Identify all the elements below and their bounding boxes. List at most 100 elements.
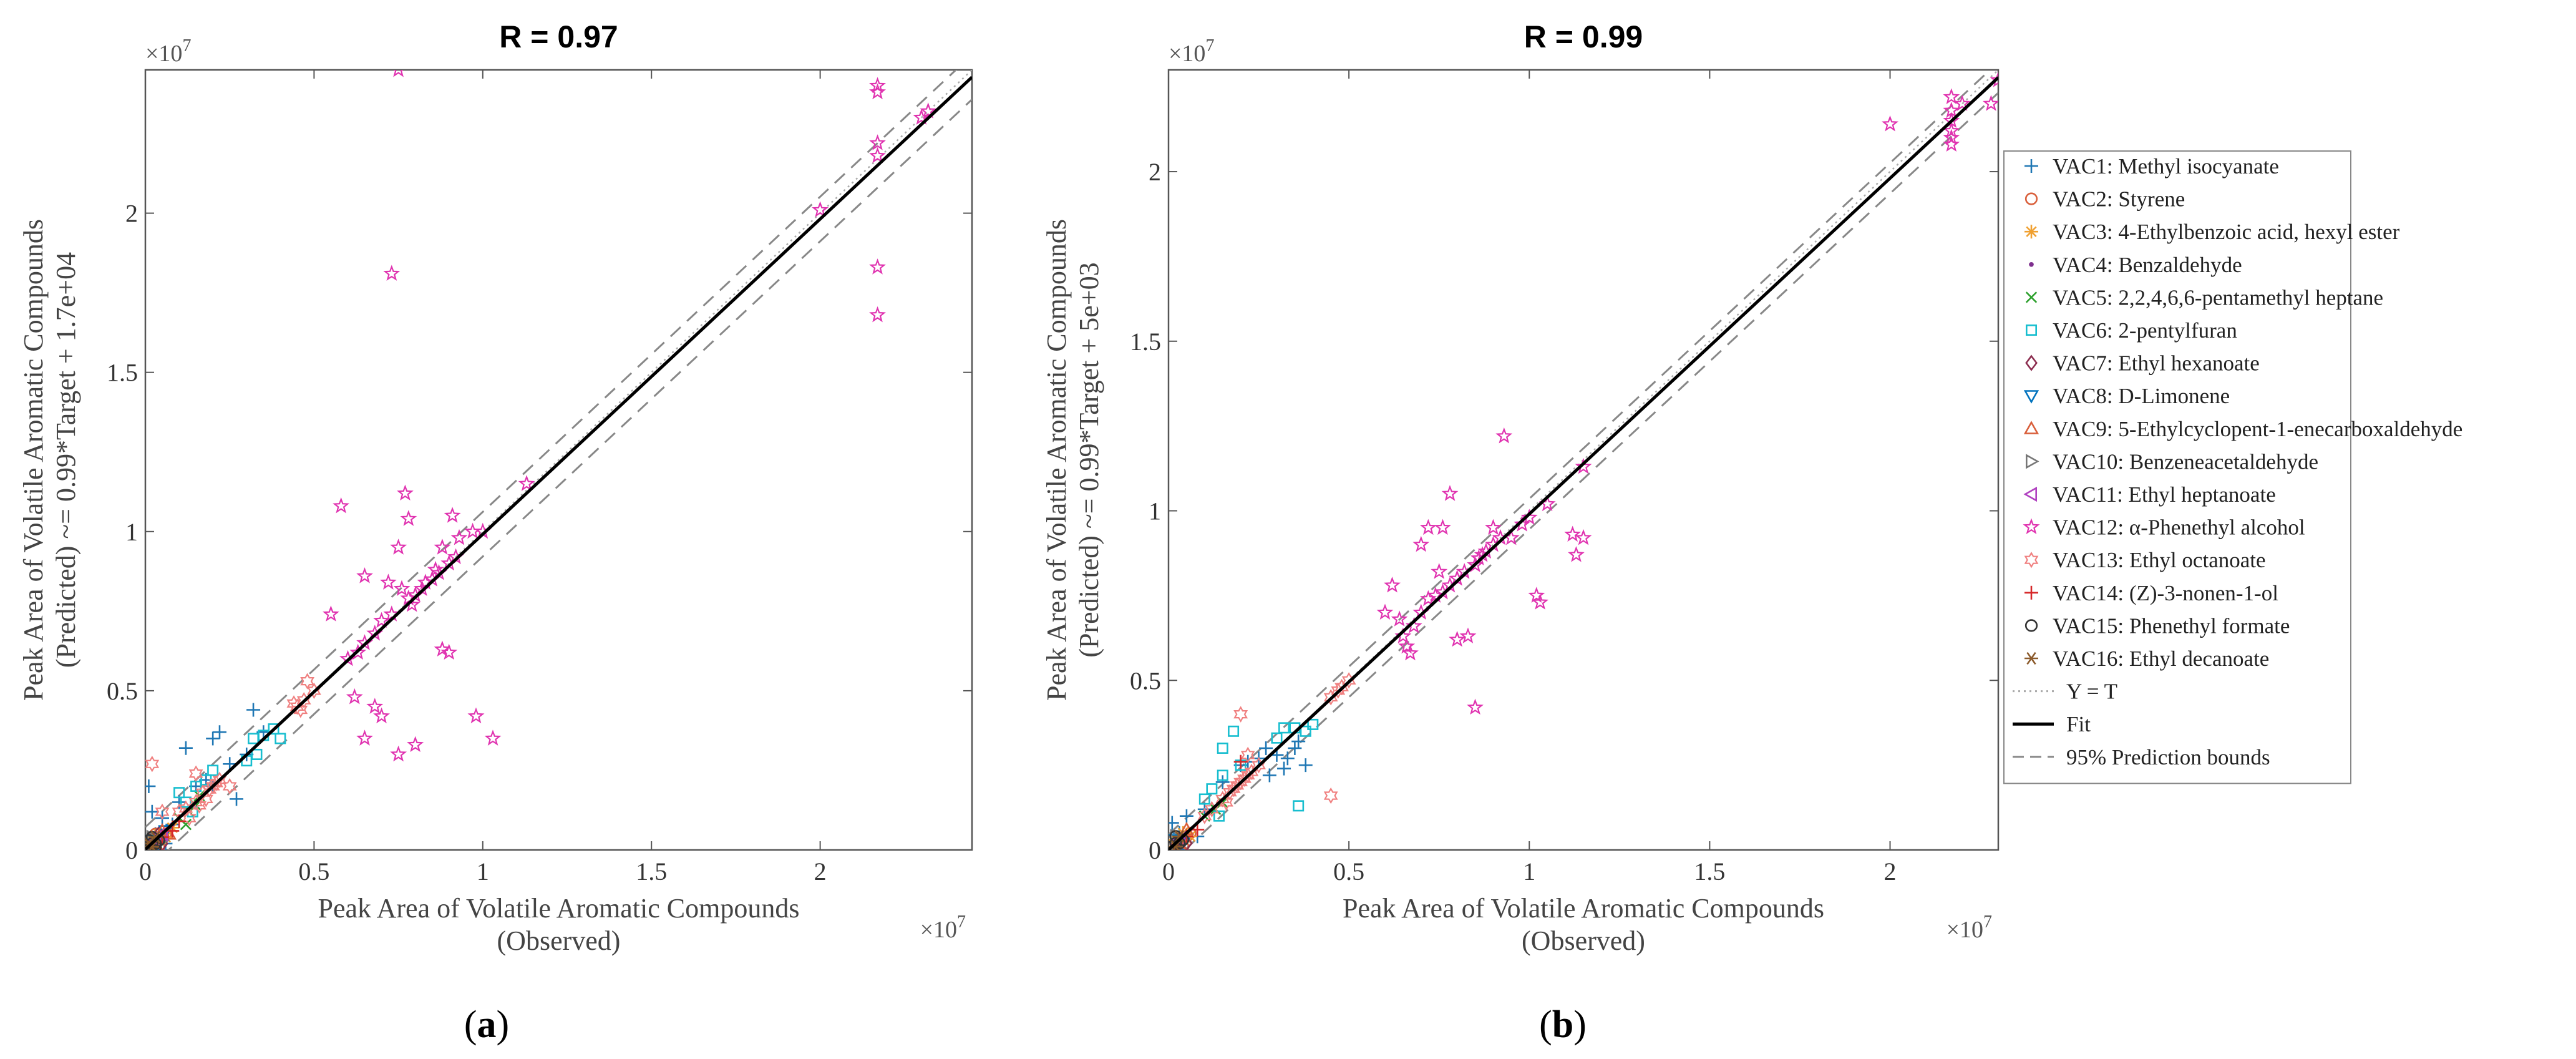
data-point	[1376, 603, 1394, 620]
data-point	[1233, 706, 1248, 723]
upper-prediction-bound	[1169, 70, 1992, 836]
series-vac13	[145, 673, 321, 827]
legend-entry: 95% Prediction bounds	[2066, 745, 2270, 769]
data-point	[812, 201, 829, 217]
data-point	[1520, 509, 1538, 525]
data-point	[1198, 793, 1210, 805]
data-point	[393, 580, 411, 597]
data-point	[1217, 769, 1228, 781]
legend-entry: VAC12: α-Phenethyl alcohol	[2053, 515, 2305, 540]
y-equals-t-line	[145, 70, 972, 850]
legend-marker	[2026, 454, 2039, 469]
data-point	[1467, 698, 1484, 715]
data-point	[869, 77, 886, 93]
legend-entry: VAC1: Methyl isocyanate	[2053, 154, 2279, 178]
data-point	[869, 258, 886, 275]
data-point	[1434, 519, 1451, 535]
x-axis-label-line2: (Observed)	[1522, 925, 1645, 956]
legend-marker	[2026, 324, 2038, 336]
data-point	[1169, 816, 1179, 830]
data-point	[1532, 593, 1549, 610]
legend-entry: VAC9: 5-Ethylcyclopent-1-enecarboxaldehy…	[2053, 417, 2462, 441]
data-point	[1280, 751, 1295, 766]
x-axis-label: Peak Area of Volatile Aromatic Compounds	[318, 893, 800, 924]
data-point	[1213, 810, 1225, 822]
data-point	[379, 573, 397, 590]
data-point	[1384, 576, 1401, 593]
x-tick-label: 0.5	[298, 857, 329, 886]
data-point	[417, 573, 434, 590]
data-point	[373, 612, 390, 628]
data-point	[1943, 122, 1960, 139]
fit-line	[145, 76, 972, 850]
data-point	[178, 741, 193, 755]
legend-marker	[2023, 486, 2037, 502]
legend-marker	[2023, 518, 2040, 535]
data-point	[1228, 725, 1240, 737]
data-point	[393, 70, 404, 77]
data-point	[427, 560, 444, 577]
data-point	[333, 497, 350, 514]
data-point	[1215, 775, 1230, 789]
legend-marker	[2023, 390, 2039, 404]
axes-box	[1167, 69, 2000, 851]
fit-line-group	[1169, 76, 1998, 850]
data-point	[1528, 587, 1545, 603]
data-point	[1262, 768, 1276, 783]
data-point	[1206, 783, 1218, 795]
data-point	[1277, 761, 1291, 776]
data-point	[1485, 519, 1502, 535]
x-tick-label: 2	[1884, 857, 1897, 886]
data-point	[397, 484, 414, 501]
data-point	[1419, 519, 1437, 535]
data-point	[400, 510, 417, 526]
x-multiplier: ×107	[920, 912, 966, 943]
data-point	[1575, 457, 1592, 474]
data-point	[349, 643, 367, 660]
data-point	[248, 733, 260, 744]
data-point	[346, 688, 363, 705]
x-tick-label: 1.5	[636, 857, 667, 886]
legend-entry: VAC10: Benzeneacetaldehyde	[2053, 449, 2318, 474]
data-point	[1882, 115, 1898, 132]
data-point	[400, 589, 417, 606]
legend-marker	[2024, 225, 2038, 239]
chart-title: R = 0.99	[1524, 19, 1643, 54]
x-tick-label: 0.5	[1333, 857, 1364, 886]
legend-entry: VAC8: D-Limonene	[2053, 384, 2230, 408]
y-tick-label: 1.5	[1130, 328, 1161, 356]
data-point	[373, 707, 390, 724]
x-axis-label-line2: (Observed)	[497, 925, 621, 956]
data-point	[1431, 563, 1448, 579]
data-point	[356, 567, 373, 583]
data-point	[1983, 95, 1998, 111]
data-point	[300, 673, 314, 690]
legend-marker	[2024, 585, 2038, 600]
data-point	[1575, 529, 1592, 545]
legend-entry: Fit	[2066, 712, 2091, 736]
data-point	[869, 83, 886, 100]
legend-marker	[2029, 261, 2034, 267]
data-point	[366, 698, 384, 714]
data-point	[467, 707, 485, 724]
data-point	[275, 733, 286, 744]
data-point	[1217, 742, 1228, 754]
x-tick-label: 1	[477, 857, 489, 886]
legend-marker	[2025, 291, 2038, 303]
data-point	[390, 539, 407, 555]
series-vac6	[1198, 718, 1319, 822]
data-point	[1278, 722, 1290, 734]
legend-entry: VAC4: Benzaldehyde	[2053, 253, 2242, 277]
axes-box	[144, 69, 973, 851]
data-point	[1568, 546, 1585, 562]
data-point	[1943, 129, 1960, 145]
data-point	[180, 796, 192, 808]
data-point	[383, 265, 401, 281]
legend-entry: VAC3: 4-Ethylbenzoic acid, hexyl ester	[2053, 220, 2400, 244]
legend-entry: VAC14: (Z)-3-nonen-1-ol	[2053, 581, 2278, 605]
y-axis-label-line2: (Predicted) ~= 0.99*Target + 5e+03	[1074, 262, 1104, 657]
chart-title: R = 0.97	[499, 19, 618, 54]
data-point	[1298, 758, 1313, 773]
data-point	[1398, 637, 1416, 654]
